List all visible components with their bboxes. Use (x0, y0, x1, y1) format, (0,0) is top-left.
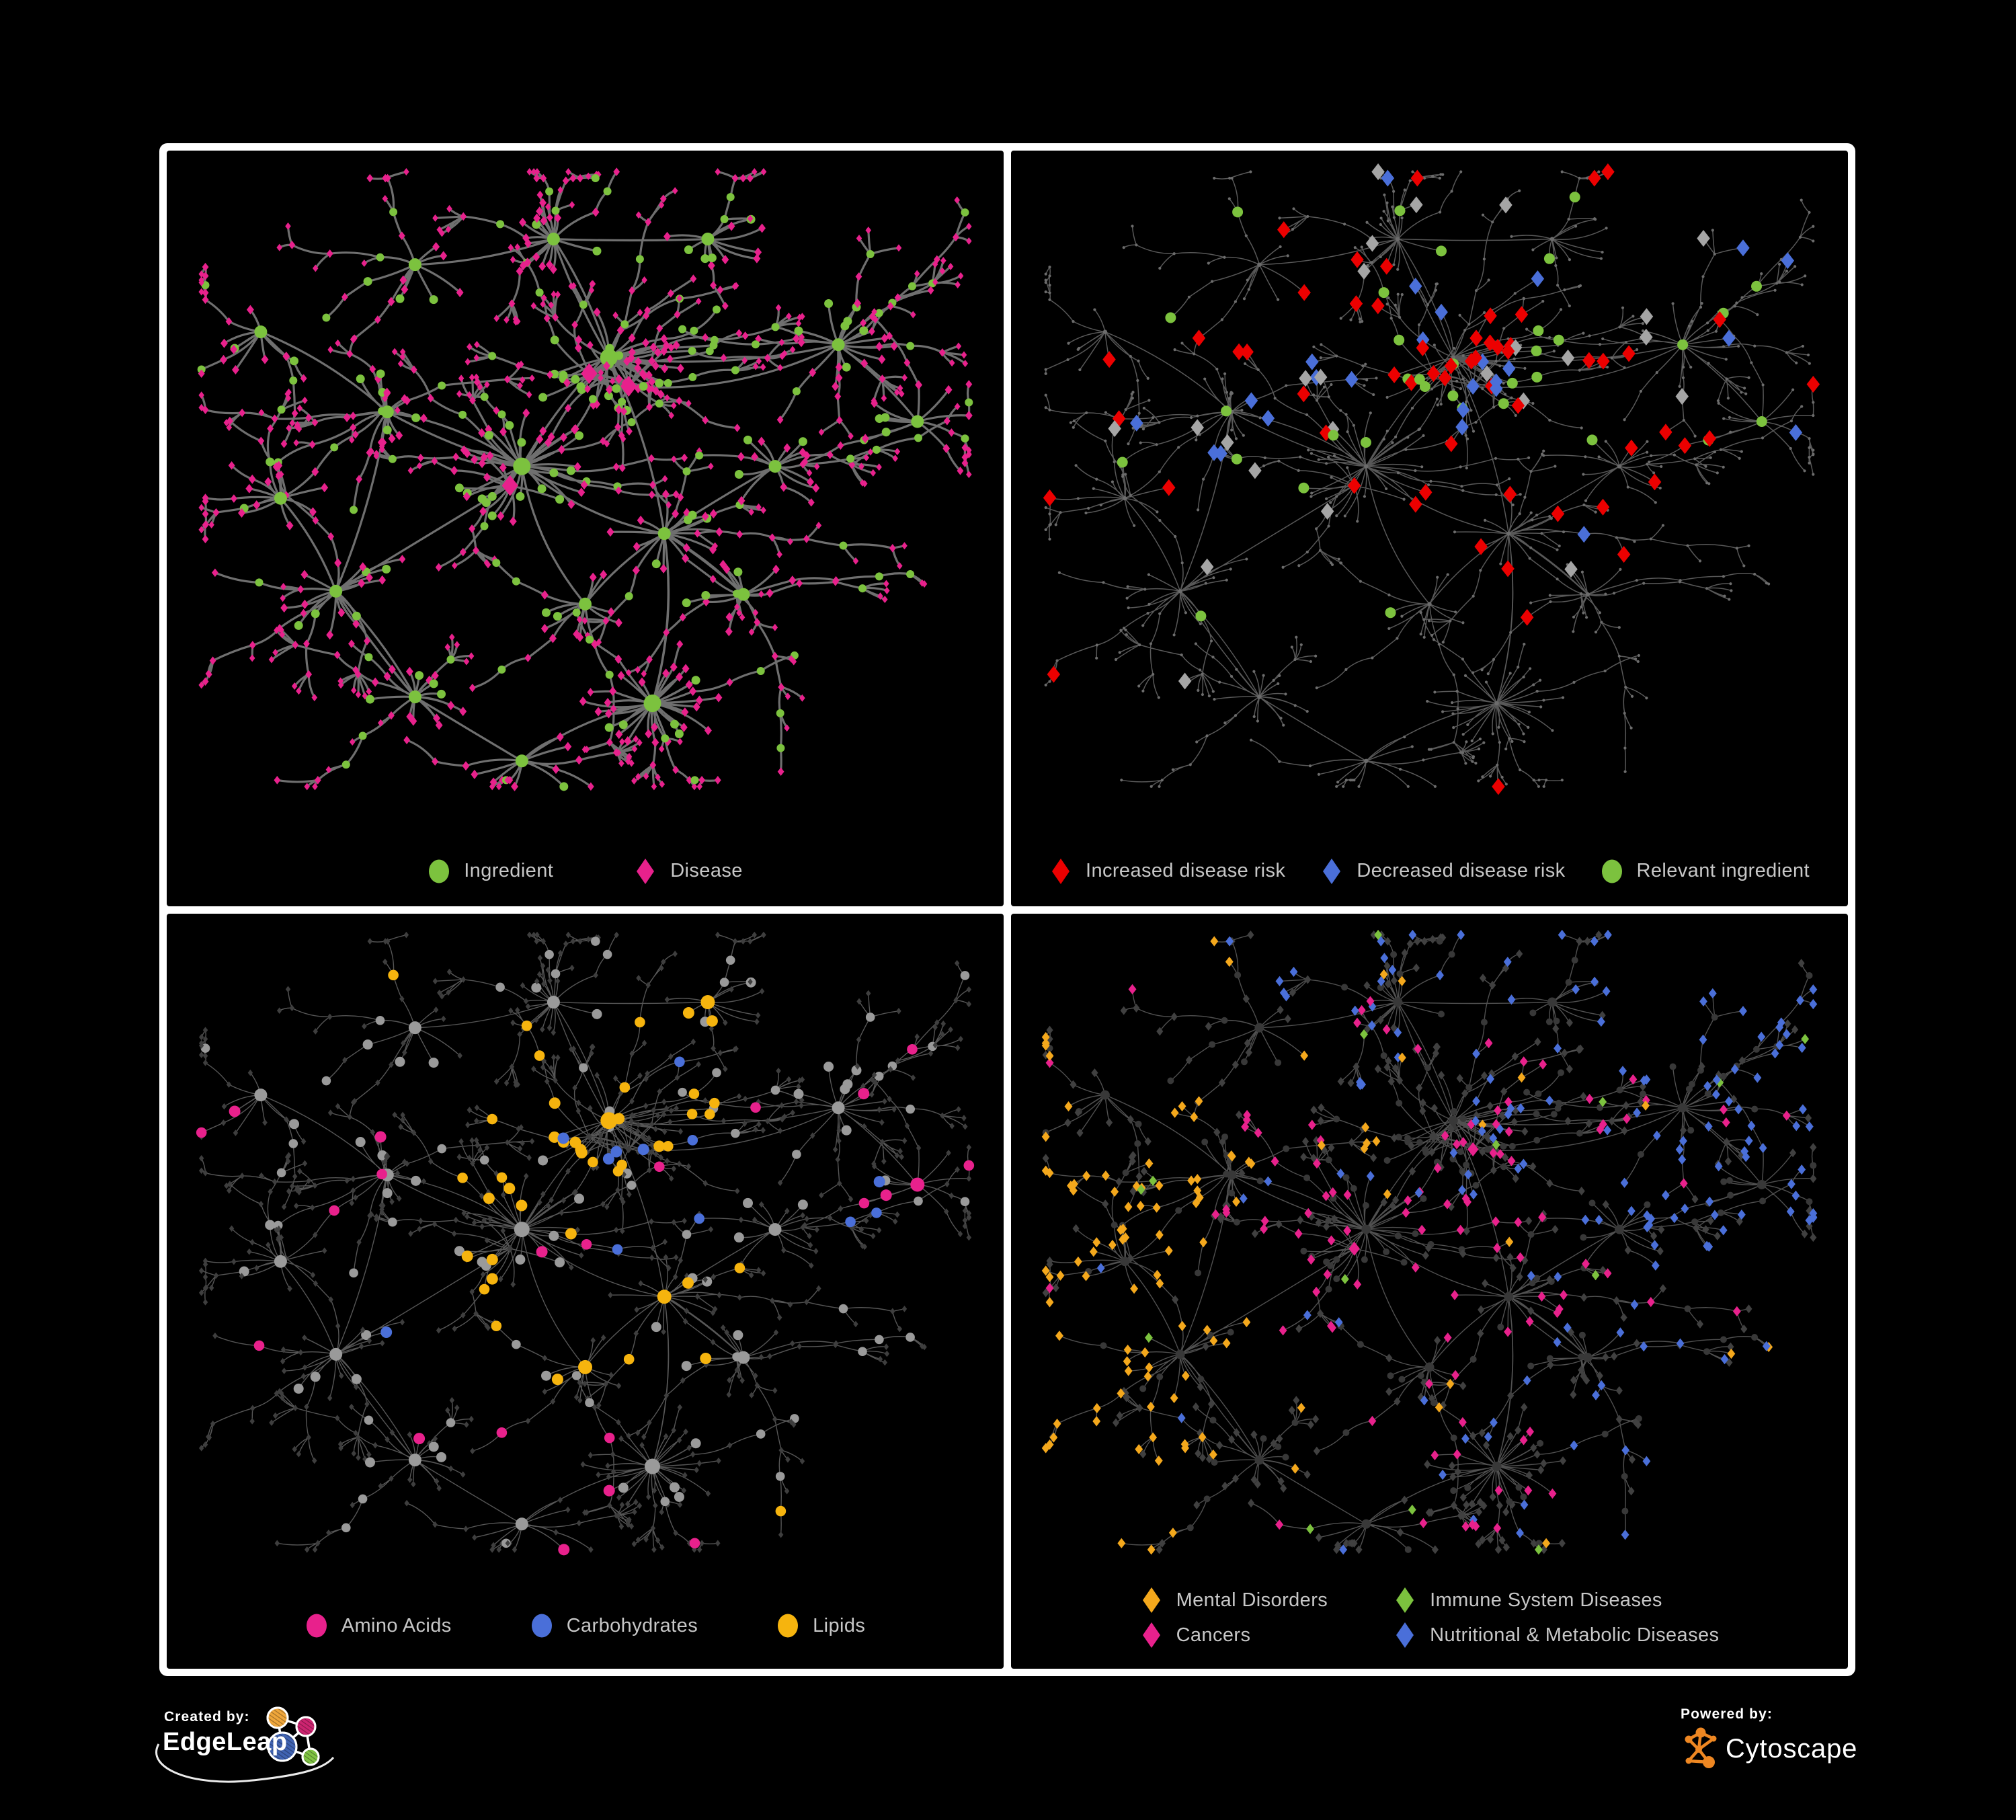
legend-label: Amino Acids (341, 1614, 452, 1636)
legend-label: Mental Disorders (1176, 1589, 1328, 1611)
legend-circle-marker-icon (306, 1614, 327, 1638)
nodes-layer (1043, 163, 1820, 795)
legend-circle-marker-icon (1601, 859, 1622, 883)
edges-layer (200, 170, 971, 788)
edges-layer (201, 934, 970, 1550)
legend-diamond-marker-icon (1142, 1622, 1160, 1648)
legend-label: Nutritional & Metabolic Diseases (1430, 1624, 1720, 1646)
legend-item-relevant-ingredient: Relevant ingredient (1601, 858, 1810, 885)
legend-item-mental-disorders: Mental Disorders (1140, 1587, 1328, 1614)
panel-chemical-classes: Amino Acids Carbohydrates Lipids (167, 913, 1004, 1669)
legend-item-lipids: Lipids (776, 1612, 865, 1639)
legend-item-immune-system-diseases: Immune System Diseases (1394, 1587, 1662, 1614)
legend-diamond-marker-icon (1142, 1587, 1160, 1613)
legend-circle-marker-icon (429, 859, 450, 883)
created-by-label: Created by: (164, 1709, 250, 1725)
legend-item-ingredient: Ingredient (428, 858, 553, 885)
legend-label: Cancers (1176, 1624, 1251, 1646)
cytoscape-logo-icon (1685, 1727, 1717, 1768)
legend-item-amino-acids: Amino Acids (305, 1612, 452, 1639)
created-by-credit: Created by: EdgeLeap (153, 1704, 395, 1811)
panel-disease-risk: Increased disease risk Decreased disease … (1011, 151, 1848, 906)
network-graph-disease-classes (1041, 929, 1818, 1554)
legend-disease-risk: Increased disease risk Decreased disease … (1011, 858, 1848, 885)
nodes-layer (196, 931, 975, 1555)
legend-label: Lipids (813, 1614, 866, 1636)
legend-diamond-marker-icon (637, 858, 655, 884)
legend-chemical-classes: Amino Acids Carbohydrates Lipids (167, 1612, 1004, 1639)
legend-item-increased-disease-risk: Increased disease risk (1049, 858, 1285, 885)
edgeleap-brand: EdgeLeap (163, 1728, 288, 1756)
legend-label: Carbohydrates (566, 1614, 698, 1636)
legend-label: Decreased disease risk (1357, 860, 1566, 881)
legend-circle-marker-icon (778, 1614, 799, 1638)
network-graph-disease-risk (1043, 163, 1820, 795)
powered-by-label: Powered by: (1681, 1706, 1773, 1722)
legend-item-disease: Disease (634, 858, 743, 885)
legend-circle-marker-icon (531, 1614, 552, 1638)
panel-grid: Ingredient Disease Increased disease risk… (159, 143, 1855, 1676)
nodes-layer (1041, 929, 1818, 1554)
legend-ingredient-disease: Ingredient Disease (167, 858, 1004, 885)
edges-layer (1045, 171, 1814, 787)
legend-diamond-marker-icon (1051, 858, 1070, 884)
legend-item-nutritional-metabolic-diseases: Nutritional & Metabolic Diseases (1394, 1622, 1719, 1649)
panel-ingredient-disease: Ingredient Disease (167, 151, 1004, 906)
legend-label: Immune System Diseases (1430, 1589, 1662, 1611)
edgeleap-logo-icon (155, 1706, 335, 1783)
legend-disease-classes: Mental Disorders Immune System Diseases Ca… (1011, 1587, 1848, 1649)
legend-item-carbohydrates: Carbohydrates (530, 1612, 698, 1639)
legend-label: Relevant ingredient (1636, 860, 1810, 881)
powered-by-credit: Powered by: Cytoscape (1681, 1706, 1963, 1801)
legend-label: Disease (670, 860, 743, 881)
legend-diamond-marker-icon (1396, 1587, 1414, 1613)
panel-disease-classes: Mental Disorders Immune System Diseases Ca… (1011, 913, 1848, 1669)
legend-item-decreased-disease-risk: Decreased disease risk (1320, 858, 1565, 885)
legend-item-cancers: Cancers (1140, 1622, 1251, 1649)
legend-label: Increased disease risk (1085, 860, 1286, 881)
network-graph-ingredient-disease (197, 167, 973, 791)
legend-label: Ingredient (464, 860, 554, 881)
legend-diamond-marker-icon (1323, 858, 1341, 884)
cytoscape-brand: Cytoscape (1726, 1733, 1858, 1764)
legend-diamond-marker-icon (1396, 1622, 1414, 1648)
network-graph-chemical-classes (196, 931, 975, 1555)
nodes-layer (197, 167, 973, 791)
